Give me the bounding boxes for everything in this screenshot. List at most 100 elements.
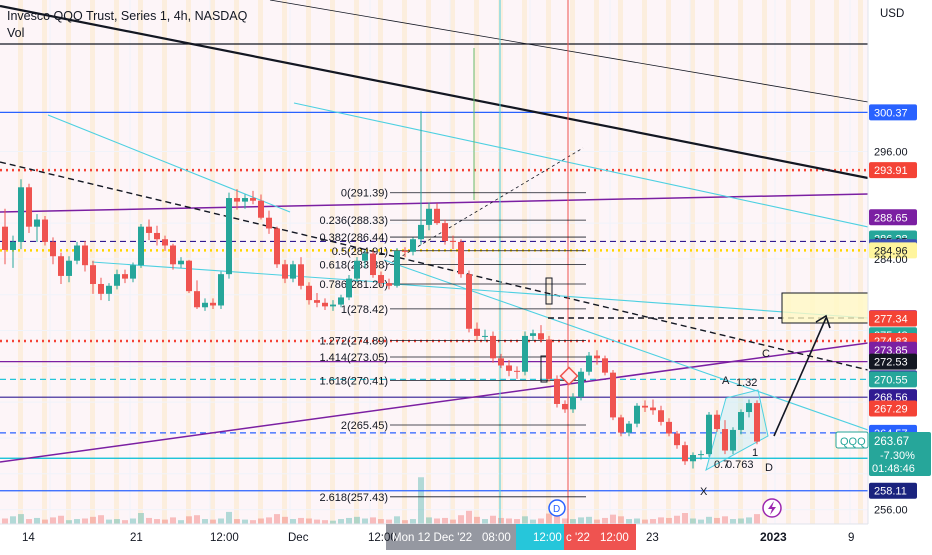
trend-line[interactable] bbox=[293, 102, 868, 228]
candle-body[interactable] bbox=[122, 274, 128, 279]
candle-body[interactable] bbox=[642, 405, 648, 408]
candle-body[interactable] bbox=[738, 412, 744, 430]
candle-body[interactable] bbox=[602, 358, 608, 373]
candle-body[interactable] bbox=[458, 241, 464, 275]
candle-body[interactable] bbox=[18, 187, 24, 242]
candle-body[interactable] bbox=[330, 304, 336, 307]
candle-body[interactable] bbox=[562, 403, 568, 410]
price-badge[interactable] bbox=[869, 162, 917, 179]
candle-body[interactable] bbox=[74, 245, 80, 261]
candle-body[interactable] bbox=[250, 198, 256, 201]
candle-body[interactable] bbox=[370, 253, 376, 276]
candle-body[interactable] bbox=[98, 283, 104, 294]
projection-arrow[interactable] bbox=[773, 317, 827, 437]
candle-body[interactable] bbox=[618, 417, 624, 433]
candle-body[interactable] bbox=[82, 245, 88, 266]
candle-body[interactable] bbox=[506, 365, 512, 371]
currency-label[interactable]: USD bbox=[880, 8, 904, 20]
candle-body[interactable] bbox=[378, 275, 384, 284]
trend-line[interactable] bbox=[0, 193, 868, 213]
candle-body[interactable] bbox=[10, 241, 16, 250]
candle-body[interactable] bbox=[674, 433, 680, 446]
candle-body[interactable] bbox=[114, 274, 120, 286]
candle-body[interactable] bbox=[650, 407, 656, 411]
last-price-badge[interactable] bbox=[869, 431, 931, 476]
candle-body[interactable] bbox=[210, 302, 216, 306]
candle-body[interactable] bbox=[226, 198, 232, 275]
candle-body[interactable] bbox=[186, 260, 192, 292]
time-range-bar[interactable] bbox=[516, 524, 564, 550]
candle-body[interactable] bbox=[682, 445, 688, 462]
candle-body[interactable] bbox=[146, 226, 152, 233]
candle-body[interactable] bbox=[306, 285, 312, 301]
trend-line[interactable] bbox=[383, 259, 868, 431]
candle-body[interactable] bbox=[402, 250, 408, 252]
candle-body[interactable] bbox=[570, 396, 576, 410]
candle-body[interactable] bbox=[434, 208, 440, 224]
candle-body[interactable] bbox=[242, 198, 248, 202]
dividend-event-icon[interactable] bbox=[548, 499, 566, 517]
candle-body[interactable] bbox=[690, 455, 696, 462]
candle-body[interactable] bbox=[442, 223, 448, 242]
candle-body[interactable] bbox=[474, 328, 480, 336]
candle-body[interactable] bbox=[58, 256, 64, 276]
candle-body[interactable] bbox=[498, 358, 504, 366]
trend-line[interactable] bbox=[47, 114, 291, 213]
candle-body[interactable] bbox=[554, 378, 560, 404]
candle-body[interactable] bbox=[138, 226, 144, 266]
candle-body[interactable] bbox=[578, 371, 584, 397]
candle-body[interactable] bbox=[338, 297, 344, 305]
time-range-bar[interactable] bbox=[564, 524, 636, 550]
candle-body[interactable] bbox=[538, 333, 544, 340]
candle-body[interactable] bbox=[482, 335, 488, 337]
candle-body[interactable] bbox=[234, 198, 240, 202]
candle-body[interactable] bbox=[594, 355, 600, 359]
candle-body[interactable] bbox=[106, 285, 112, 294]
candle-body[interactable] bbox=[282, 264, 288, 279]
price-badge[interactable] bbox=[869, 371, 917, 388]
candle-body[interactable] bbox=[346, 278, 352, 298]
time-range-bar[interactable] bbox=[386, 524, 516, 550]
ticker-badge[interactable] bbox=[835, 431, 869, 449]
candle-body[interactable] bbox=[490, 335, 496, 359]
candle-body[interactable] bbox=[730, 429, 736, 451]
trend-line[interactable] bbox=[0, 4, 868, 180]
candle-body[interactable] bbox=[266, 217, 272, 229]
candle-body[interactable] bbox=[714, 414, 720, 430]
candle-body[interactable] bbox=[546, 339, 552, 379]
candle-body[interactable] bbox=[314, 300, 320, 303]
candle-body[interactable] bbox=[322, 302, 328, 307]
candle-body[interactable] bbox=[290, 264, 296, 279]
candle-body[interactable] bbox=[66, 260, 72, 276]
candle-body[interactable] bbox=[170, 245, 176, 265]
candle-body[interactable] bbox=[666, 421, 672, 434]
price-badge[interactable] bbox=[869, 482, 917, 499]
trend-line[interactable] bbox=[0, 161, 868, 371]
candle-body[interactable] bbox=[426, 208, 432, 225]
candle-body[interactable] bbox=[258, 200, 264, 218]
candle-body[interactable] bbox=[450, 241, 456, 243]
candle-body[interactable] bbox=[178, 260, 184, 265]
candle-body[interactable] bbox=[658, 410, 664, 422]
candle-body[interactable] bbox=[746, 403, 752, 413]
alert-diamond-icon[interactable] bbox=[559, 366, 579, 386]
price-badge[interactable] bbox=[869, 242, 917, 259]
candle-body[interactable] bbox=[26, 187, 32, 227]
candle-body[interactable] bbox=[706, 414, 712, 455]
candle-body[interactable] bbox=[194, 291, 200, 308]
price-badge[interactable] bbox=[869, 310, 917, 327]
trend-line[interactable] bbox=[91, 261, 381, 283]
candle-body[interactable] bbox=[274, 228, 280, 265]
candle-body[interactable] bbox=[698, 454, 704, 456]
candle-body[interactable] bbox=[34, 219, 40, 227]
candle-body[interactable] bbox=[354, 260, 360, 279]
price-badge[interactable] bbox=[869, 209, 917, 226]
candle-body[interactable] bbox=[362, 253, 368, 261]
target-zone-box[interactable] bbox=[781, 292, 868, 324]
candle-body[interactable] bbox=[418, 224, 424, 240]
candle-body[interactable] bbox=[154, 232, 160, 240]
candle-body[interactable] bbox=[722, 429, 728, 451]
candle-body[interactable] bbox=[522, 335, 528, 372]
